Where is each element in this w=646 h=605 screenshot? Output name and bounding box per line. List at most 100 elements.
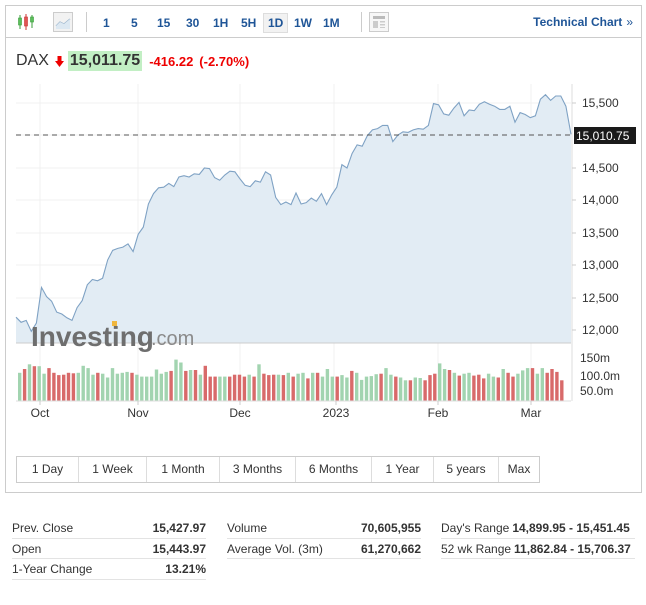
volume-bar <box>281 375 286 401</box>
period-1-year[interactable]: 1 Year <box>372 457 434 482</box>
x-axis-label: Oct <box>31 406 50 420</box>
volume-bar <box>311 372 315 401</box>
y-axis-label: 14,500 <box>582 161 619 175</box>
volume-bar <box>110 368 115 401</box>
timeframe-1[interactable]: 1 <box>103 16 110 30</box>
volume-bar <box>413 377 417 401</box>
timeframe-1w[interactable]: 1W <box>294 16 312 30</box>
period-1-day[interactable]: 1 Day <box>17 457 79 482</box>
y-axis-label: 13,000 <box>582 258 619 272</box>
price-chart[interactable]: Investing.com 15,500 14,500 14,000 13,500 13,… <box>6 6 643 446</box>
volume-bar <box>340 375 344 401</box>
timeframe-30[interactable]: 30 <box>186 16 200 30</box>
stat-value: 11,862.84 - 15,706.37 <box>514 541 631 556</box>
volume-bar <box>496 377 500 401</box>
stat-row: Average Vol. (3m) 61,270,662 <box>227 539 421 559</box>
volume-bar <box>159 373 163 401</box>
double-chevron-right-icon: » <box>626 15 633 29</box>
volume-axis-label: 150m <box>580 351 610 365</box>
volume-bar <box>145 376 149 401</box>
volume-bar <box>315 372 320 401</box>
volume-bar <box>550 369 554 401</box>
timeframe-5h[interactable]: 5H <box>241 16 257 30</box>
volume-bar <box>447 370 452 401</box>
period-3-months[interactable]: 3 Months <box>220 457 296 482</box>
timeframe-5[interactable]: 5 <box>131 16 138 30</box>
stat-row: 1-Year Change 13.21% <box>12 559 206 580</box>
volume-bar <box>506 372 510 401</box>
price-change: -416.22 <box>149 53 194 69</box>
stat-row: Day's Range 14,899.95 - 15,451.45 <box>441 518 635 539</box>
volume-bar <box>257 364 261 401</box>
volume-bar <box>369 376 373 401</box>
volume-bar <box>22 369 27 401</box>
period-5-years[interactable]: 5 years <box>434 457 499 482</box>
volume-bar <box>247 374 251 401</box>
stat-value: 70,605,955 <box>360 521 421 535</box>
period-6-months[interactable]: 6 Months <box>296 457 372 482</box>
stat-label: 1-Year Change <box>12 562 93 576</box>
volume-bar <box>232 374 237 401</box>
volume-bar <box>154 369 159 401</box>
volume-bar <box>472 375 476 401</box>
volume-bar <box>208 376 212 401</box>
area-chart-icon[interactable] <box>53 12 73 32</box>
volume-bar <box>120 372 124 401</box>
y-axis-label: 12,500 <box>582 291 619 305</box>
volume-bar <box>535 373 540 401</box>
period-1-week[interactable]: 1 Week <box>79 457 147 482</box>
volume-bar <box>32 366 37 401</box>
volume-bar <box>530 368 535 401</box>
volume-axis-label: 50.0m <box>580 384 613 398</box>
layout-icon[interactable] <box>369 12 389 32</box>
volume-bar <box>223 376 227 401</box>
stat-label: Volume <box>227 521 268 535</box>
volume-bar <box>379 373 383 401</box>
volume-bar <box>560 380 564 401</box>
volume-bar <box>140 376 144 401</box>
volume-bar <box>101 373 105 401</box>
volume-bar <box>384 368 388 401</box>
volume-bar <box>345 377 349 401</box>
stat-row: Open 15,443.97 <box>12 539 206 559</box>
stat-row: 52 wk Range 11,862.84 - 15,706.37 <box>441 539 635 559</box>
technical-chart-link[interactable]: Technical Chart» <box>533 15 633 29</box>
volume-bar <box>525 368 530 401</box>
volume-bar <box>408 380 413 401</box>
y-axis-label: 14,000 <box>582 193 619 207</box>
stats-column-2: Volume 70,605,955 Average Vol. (3m) 61,270,… <box>227 518 421 559</box>
stats-column-3: Day's Range 14,899.95 - 15,451.45 52 wk Ra… <box>441 518 635 559</box>
current-price-tag <box>574 127 636 144</box>
down-arrow-icon <box>54 55 64 67</box>
candlestick-chart-icon[interactable] <box>16 12 36 32</box>
volume-bar <box>457 375 461 401</box>
timeframe-15[interactable]: 15 <box>157 16 171 30</box>
period-max[interactable]: Max <box>507 462 531 476</box>
volume-bar <box>335 376 339 401</box>
volume-bar <box>516 373 520 401</box>
volume-bar <box>325 369 330 401</box>
chart-toolbar: 1 5 15 30 1H 5H 1D 1W 1M Technical Chart» <box>6 6 641 38</box>
x-axis-label: Dec <box>229 406 250 420</box>
timeframe-1m[interactable]: 1M <box>323 16 340 30</box>
timeframe-1d[interactable]: 1D <box>263 13 289 33</box>
volume-bar <box>213 376 217 401</box>
volume-bar <box>398 377 403 401</box>
volume-bar <box>418 378 422 401</box>
volume-bar <box>491 376 496 401</box>
volume-bar <box>403 380 408 401</box>
volume-bar <box>545 372 549 401</box>
volume-bar <box>272 374 276 401</box>
investing-watermark: Investing <box>31 321 154 352</box>
volume-bar <box>18 372 22 401</box>
volume-bar <box>521 370 525 401</box>
volume-bar <box>71 373 76 401</box>
timeframe-1h[interactable]: 1H <box>213 16 229 30</box>
period-1-month[interactable]: 1 Month <box>147 457 220 482</box>
volume-bar <box>433 373 437 401</box>
stat-label: Average Vol. (3m) <box>227 541 323 556</box>
last-price: 15,011.75 <box>67 51 143 71</box>
stat-value: 13.21% <box>165 562 206 576</box>
volume-bar <box>394 376 398 401</box>
toolbar-divider <box>361 12 362 32</box>
